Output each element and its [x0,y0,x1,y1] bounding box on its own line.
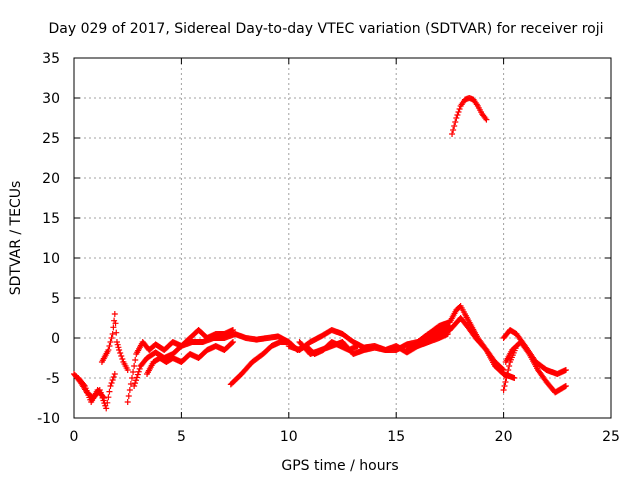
data-point [107,383,114,389]
x-tick-label: 10 [280,429,298,445]
data-point [119,356,126,362]
data-point [132,377,139,384]
data-point [112,320,119,327]
data-point [449,131,456,137]
data-point [103,405,110,412]
data-point [108,380,115,386]
data-point [114,341,121,348]
data-point [499,366,506,373]
data-point [134,371,141,378]
data-point [452,119,459,125]
data-point [505,367,512,373]
y-tick-label: 30 [42,91,60,107]
data-point [113,339,120,345]
data-point [125,393,132,399]
data-point [131,383,138,389]
x-tick-label: 5 [177,429,186,445]
data-point [229,339,236,345]
x-axis-label: GPS time / hours [281,458,398,474]
data-point [113,329,120,336]
data-point [126,387,133,393]
data-point [110,324,117,331]
y-tick-label: 20 [42,171,60,187]
data-point [456,106,463,112]
data-point [127,381,134,387]
data-point [100,393,107,400]
data-point [118,353,125,359]
data-series [71,95,569,412]
y-axis-label: SDTVAR / TECUs [8,181,24,296]
y-tick-label: 10 [42,251,60,267]
data-point [111,311,118,317]
data-point [109,377,116,383]
y-tick-label: 35 [42,51,60,67]
y-tick-label: -10 [37,411,60,427]
data-point [124,399,131,405]
data-point [106,388,113,395]
data-point [111,371,118,377]
data-point [107,339,114,345]
chart-title: Day 029 of 2017, Sidereal Day-to-day VTE… [48,21,603,37]
data-point [501,383,508,389]
y-tick-label: 0 [51,331,60,347]
data-point [500,387,507,393]
data-point [80,381,87,388]
data-point [525,349,532,356]
data-point [455,109,462,115]
data-point [562,367,569,373]
axis-ticks: 0 5 10 15 20 25 -10 -5 0 5 10 15 20 25 30 35 [37,51,620,445]
data-point [450,127,457,133]
y-tick-label: 25 [42,131,60,147]
y-tick-label: 5 [51,291,60,307]
data-point [506,363,513,369]
data-point [104,399,111,406]
data-point [504,371,511,377]
data-point [502,379,509,385]
data-point [454,112,461,118]
x-tick-label: 15 [387,429,405,445]
data-point [511,375,518,381]
data-point [131,363,138,369]
data-point [132,380,139,387]
data-point [106,343,113,349]
data-point [105,394,112,401]
data-point [503,375,510,381]
data-point [130,369,137,375]
data-point [451,123,458,129]
data-point [228,339,235,346]
data-point [513,343,520,349]
data-point [562,383,569,389]
data-point [117,350,124,356]
plot-frame [73,57,612,419]
data-point [115,344,122,351]
y-tick-label: -5 [46,371,60,387]
data-point [105,347,112,353]
data-point [110,374,117,380]
x-tick-label: 20 [495,429,513,445]
x-tick-label: 25 [602,429,620,445]
data-point [483,116,490,123]
data-point [136,365,143,372]
data-point [101,395,108,401]
data-point [132,357,139,363]
data-point [116,347,123,353]
y-tick-label: 15 [42,211,60,227]
grid [74,58,611,418]
x-tick-label: 0 [70,429,79,445]
data-point [133,374,140,381]
data-point [108,335,115,341]
data-point [109,331,116,337]
data-point [135,368,142,375]
data-point [124,367,131,373]
data-point [453,115,460,121]
